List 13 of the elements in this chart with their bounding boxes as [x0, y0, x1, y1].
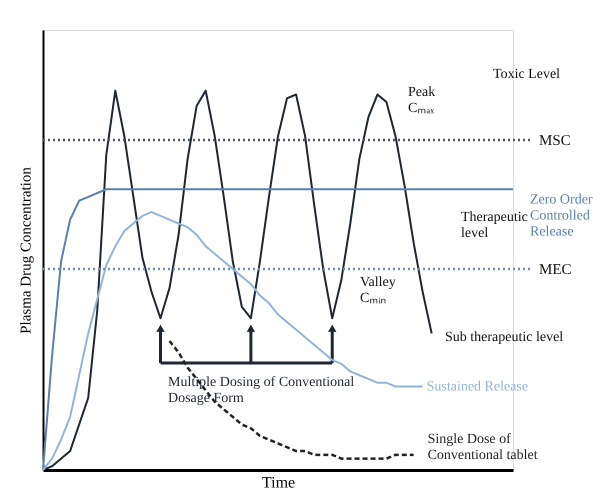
text: Toxic Level — [493, 67, 560, 82]
series-label: Single Dose of Conventional tablet — [428, 432, 538, 463]
ref-line-label: MEC — [539, 262, 572, 278]
annotation: Therapeutic level — [461, 210, 528, 241]
annotation: Valley Cₘᵢₙ — [360, 275, 396, 306]
ref-line-label: MSC — [539, 133, 571, 149]
y-axis-title: Plasma Drug Concentration — [18, 166, 34, 334]
series-label: Zero Order Controlled Release — [530, 192, 593, 240]
annotation: Peak Cₘₐₓ — [408, 85, 436, 116]
text: Multiple Dosing of Conventional Dosage Form — [168, 375, 354, 406]
series-label: Sustained Release — [426, 380, 528, 395]
x-axis-title: Time — [262, 474, 296, 492]
annotation: Sub therapeutic level — [445, 330, 564, 345]
